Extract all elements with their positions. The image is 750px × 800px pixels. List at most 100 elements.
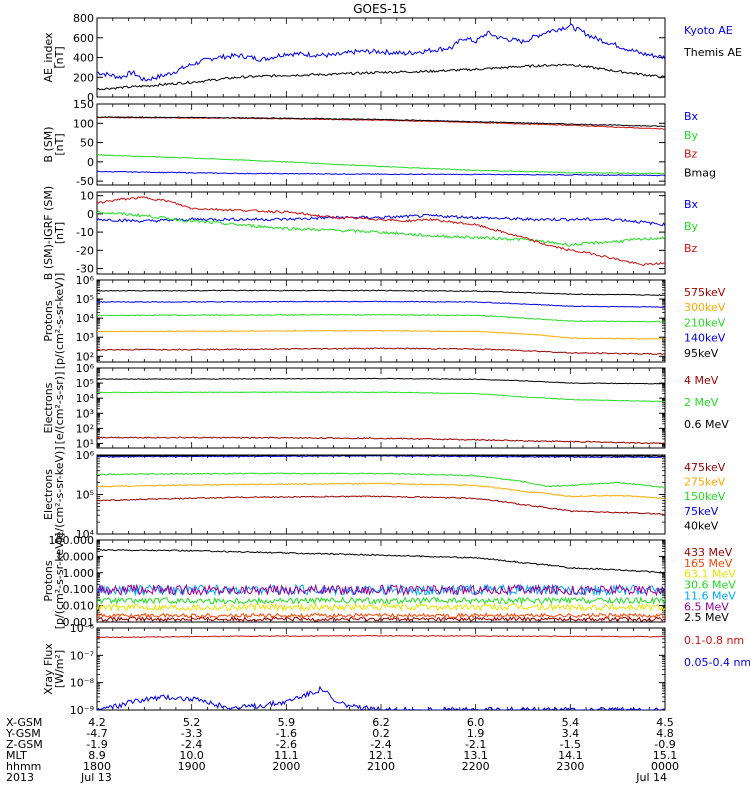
axis-cell: 14.1 <box>558 749 583 762</box>
y-tick-label: 10⁴ <box>76 528 95 541</box>
legend-entry: 40keV <box>684 519 719 532</box>
legend-entry: 575keV <box>684 286 726 299</box>
y-axis-label: B (SM)-IGRF (SM) <box>42 186 55 280</box>
axis-cell: Jul 13 <box>80 771 112 784</box>
y-tick-label: 10² <box>76 422 94 435</box>
axis-cell: 1800 <box>83 760 111 773</box>
series-line <box>97 313 665 323</box>
axis-cell: 1.9 <box>467 727 485 740</box>
axis-row-label: hhmm <box>6 760 41 773</box>
y-tick-label: 0 <box>87 208 94 221</box>
axis-cell: 13.1 <box>463 749 488 762</box>
y-axis-label: Xray Flux <box>42 643 55 695</box>
y-tick-label: 100 <box>73 117 94 130</box>
panel-5: 10¹ 10² 10³ 10⁴ 10⁵ 10⁶ Electrons[e/(cm²-s-sr)… <box>42 362 729 450</box>
series-line <box>97 170 665 177</box>
legend-entry: 275keV <box>684 476 726 489</box>
y-tick-label: 10³ <box>76 331 94 344</box>
panel-frame <box>96 539 666 623</box>
legend-entry: 4 MeV <box>684 374 719 387</box>
series-line <box>97 455 665 457</box>
axis-cell: 10.0 <box>179 749 204 762</box>
axis-cell: 4.5 <box>656 716 674 729</box>
axis-cell: 11.1 <box>274 749 299 762</box>
legend-entry: 475keV <box>684 461 726 474</box>
panel-8: 10⁻⁹ 10⁻⁸ 10⁻⁷ 10⁻⁶ Xray Flux[W/m²] 0.1-0.8 n… <box>42 622 750 717</box>
y-axis-label: Electrons <box>42 382 55 433</box>
axis-cell: 2300 <box>556 760 584 773</box>
y-tick-label: 10.000 <box>56 550 95 563</box>
axis-cell: 12.1 <box>369 749 394 762</box>
axis-cell: -1.6 <box>276 727 297 740</box>
axis-cell: -2.4 <box>181 738 202 751</box>
series-line <box>97 210 665 247</box>
series-line <box>97 685 665 710</box>
y-tick-label: 0 <box>87 156 94 169</box>
series-line <box>97 63 665 91</box>
y-tick-label: 400 <box>73 52 94 65</box>
series-line <box>97 391 665 403</box>
legend-entry: 150keV <box>684 490 726 503</box>
axis-cell: 6.0 <box>467 716 485 729</box>
axis-row-label: X-GSM <box>6 716 42 729</box>
legend-entry: 6.5 MeV <box>684 600 729 613</box>
y-axis-label: [nT] <box>53 46 66 68</box>
legend-entry: Bz <box>684 148 698 161</box>
series-line <box>97 615 665 622</box>
axis-cell: -3.3 <box>181 727 202 740</box>
axis-row-label: Z-GSM <box>6 738 43 751</box>
axis-cell: -0.9 <box>654 738 675 751</box>
series-line <box>97 196 665 267</box>
y-tick-label: 0 <box>87 91 94 104</box>
legend-entry: Themis AE <box>683 46 742 59</box>
series-line <box>97 596 665 606</box>
series-line <box>97 116 665 127</box>
y-tick-label: 10 <box>80 190 94 203</box>
panel-2: -50 0 50 100 150 B (SM)[nT] Bx By Bz Bmag <box>42 98 716 188</box>
legend-entry: 433 MeV <box>684 546 733 559</box>
legend-entry: Bmag <box>684 166 716 179</box>
y-tick-label: -30 <box>76 263 94 276</box>
axis-cell: 15.1 <box>653 749 678 762</box>
y-tick-label: 10⁻⁹ <box>70 704 94 717</box>
y-tick-label: 10⁶ <box>76 449 95 462</box>
panel-4: 10² 10³ 10⁴ 10⁵ 10⁶ Protons[p/(cm²-s-sr-keV)]… <box>42 273 726 370</box>
legend-entry: 0.05-0.4 nm <box>684 656 750 669</box>
axis-cell: 0000 <box>651 760 679 773</box>
y-axis-label: [p/(cm²-s-sr-keV)] <box>53 533 66 630</box>
legend-entry: 30.6 MeV <box>684 579 736 592</box>
y-tick-label: 0.001 <box>63 616 95 629</box>
series-line <box>97 472 665 489</box>
series-line <box>97 377 665 385</box>
y-tick-label: 600 <box>73 32 94 45</box>
series-line <box>97 455 665 459</box>
y-tick-label: 10⁶ <box>76 362 95 375</box>
y-tick-label: 10⁴ <box>76 392 95 405</box>
panel-frame <box>96 367 666 449</box>
y-axis-label: [nT] <box>53 222 66 244</box>
axis-cell: 2200 <box>462 760 490 773</box>
axis-row-label: MLT <box>6 749 27 762</box>
y-tick-label: 0.100 <box>63 583 95 596</box>
axis-cell: Jul 14 <box>635 771 667 784</box>
legend-entry: Bx <box>684 110 699 123</box>
axis-cell: 3.4 <box>562 727 580 740</box>
y-axis-label: Electrons <box>42 469 55 520</box>
y-tick-label: 10⁻⁷ <box>70 649 94 662</box>
series-line <box>97 116 665 130</box>
axis-cell: 6.2 <box>372 716 390 729</box>
y-axis-label: [e/(cm²-s-sr)] <box>53 372 66 445</box>
axis-cell: 5.2 <box>183 716 201 729</box>
y-tick-label: 50 <box>80 137 94 150</box>
legend-entry: 95keV <box>684 347 719 360</box>
panel-frame <box>96 454 666 535</box>
series-line <box>97 482 665 500</box>
plot-title: GOES-15 <box>353 2 407 16</box>
panel-frame <box>96 17 666 98</box>
legend-entry: By <box>684 129 699 142</box>
panel-3: -30 -20 -10 0 10 B (SM)-IGRF (SM)[nT] Bx By Bz <box>42 186 699 280</box>
y-tick-label: 10¹ <box>76 437 94 450</box>
axis-cell: 5.9 <box>278 716 296 729</box>
y-tick-label: 800 <box>73 12 94 25</box>
